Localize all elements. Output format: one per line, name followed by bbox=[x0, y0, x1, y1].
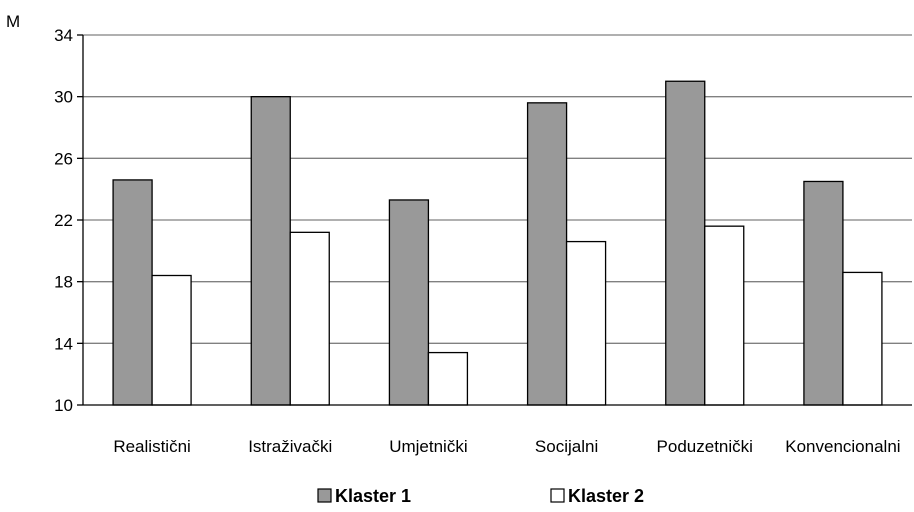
legend-swatch-1 bbox=[317, 488, 332, 503]
y-tick-label: 14 bbox=[54, 334, 73, 353]
y-tick-labels: 10 14 18 22 26 30 34 bbox=[54, 26, 73, 415]
bar-2-6 bbox=[842, 271, 883, 406]
category-label: Realistični bbox=[113, 437, 190, 456]
y-tick-label: 22 bbox=[54, 211, 73, 230]
bar-1-5 bbox=[665, 80, 706, 406]
y-tick-label: 18 bbox=[54, 273, 73, 292]
bar-1-6 bbox=[803, 180, 844, 406]
category-label: Socijalni bbox=[535, 437, 598, 456]
y-tick-label: 34 bbox=[54, 26, 73, 45]
bar-2-2 bbox=[289, 231, 330, 406]
category-label: Konvencionalni bbox=[785, 437, 900, 456]
category-label: Istraživački bbox=[248, 437, 332, 456]
y-tick-label: 30 bbox=[54, 88, 73, 107]
bar-2-3 bbox=[427, 351, 469, 406]
bar-1-2 bbox=[250, 96, 291, 406]
bar-1-3 bbox=[388, 199, 430, 406]
legend-label-1: Klaster 1 bbox=[335, 486, 411, 506]
legend-swatch-2 bbox=[550, 488, 565, 503]
bar-2-4 bbox=[565, 240, 607, 406]
axes bbox=[82, 35, 912, 406]
bar-1-1 bbox=[112, 179, 153, 406]
category-label: Poduzetnički bbox=[657, 437, 753, 456]
y-axis-label: M bbox=[6, 12, 20, 31]
legend-label-2: Klaster 2 bbox=[568, 486, 644, 506]
category-labels: Realistični Istraživački Umjetnički Socijal… bbox=[113, 437, 900, 456]
bars bbox=[112, 80, 883, 406]
bar-2-5 bbox=[704, 225, 745, 406]
bar-1-4 bbox=[526, 102, 568, 406]
bar-2-1 bbox=[151, 274, 192, 406]
y-tick-label: 10 bbox=[54, 396, 73, 415]
category-label: Umjetnički bbox=[389, 437, 467, 456]
y-tick-label: 26 bbox=[54, 149, 73, 168]
legend: Klaster 1 Klaster 2 bbox=[317, 486, 644, 506]
grid-lines bbox=[77, 34, 912, 406]
